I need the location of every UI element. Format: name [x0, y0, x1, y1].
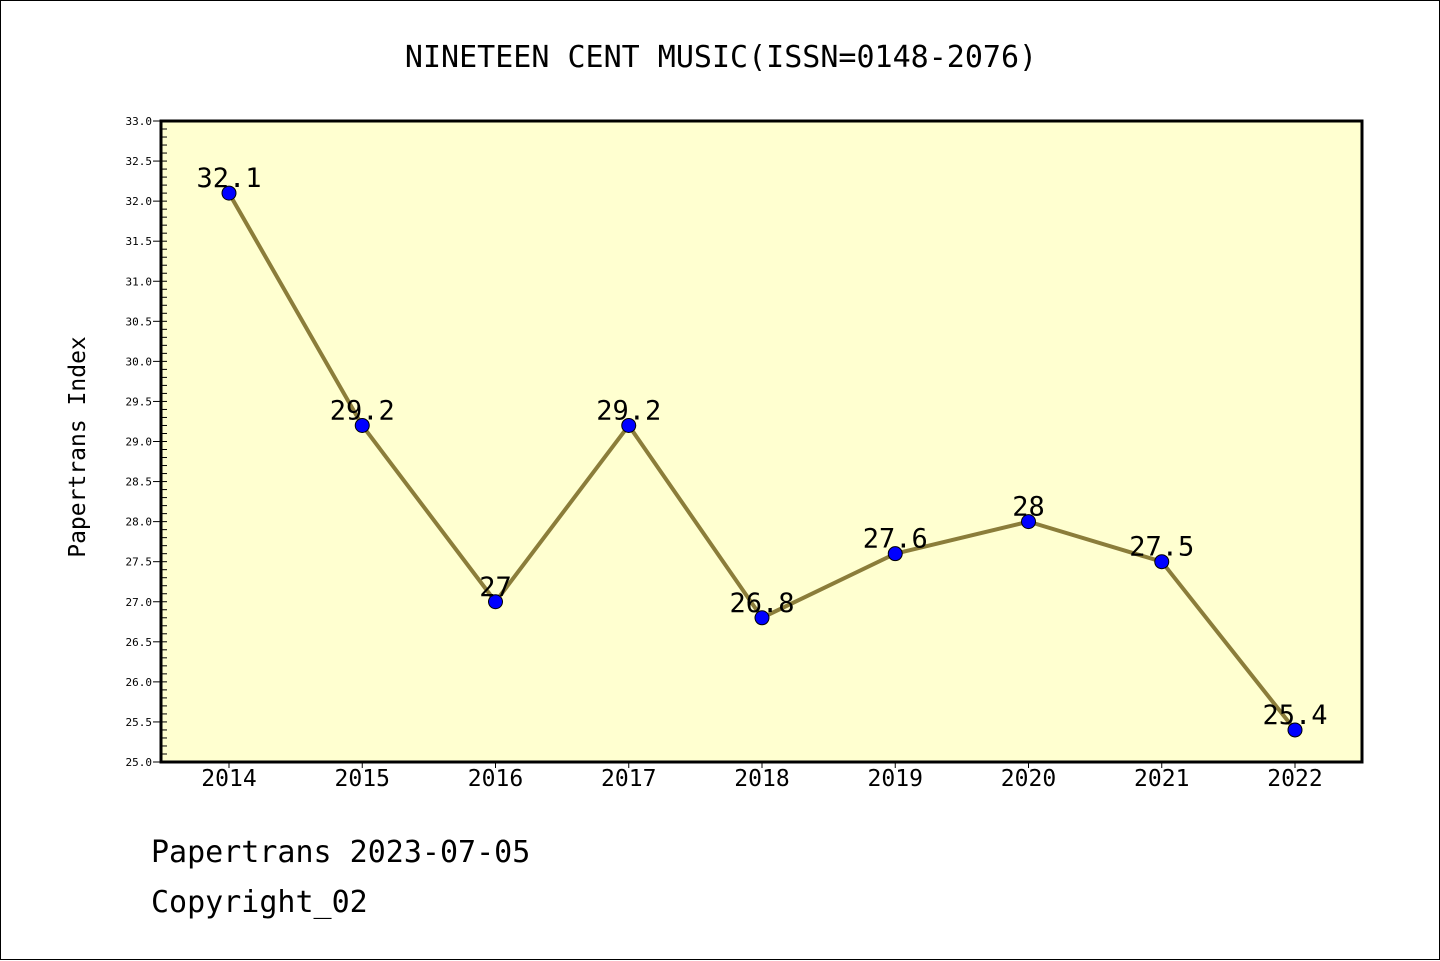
x-tick-label: 2020: [1001, 766, 1056, 792]
y-tick-label: 30.0: [126, 355, 153, 368]
footer-date-text: Papertrans 2023-07-05: [151, 835, 531, 870]
y-tick-label: 27.0: [126, 596, 153, 609]
x-tick-label: 2017: [601, 766, 656, 792]
y-tick-label: 25.5: [126, 716, 153, 729]
data-point: [1021, 514, 1036, 530]
x-tick-label: 2016: [468, 766, 523, 792]
x-tick-label: 2014: [201, 766, 256, 792]
y-tick-label: 29.5: [126, 395, 153, 408]
x-tick-label: 2019: [868, 766, 923, 792]
x-axis: 2014 2015 2016 2017 2018 2019 2020 2021 2022: [201, 762, 1323, 792]
data-point: [754, 610, 770, 626]
y-tick-label: 32.0: [126, 195, 153, 208]
data-label: 27.6: [863, 524, 928, 555]
data-point: [488, 594, 503, 610]
y-tick-label: 31.5: [126, 235, 153, 248]
data-point: [221, 185, 237, 201]
y-tick-label: 28.5: [126, 476, 153, 489]
y-tick-label: 26.0: [126, 676, 153, 689]
data-point: [887, 546, 903, 562]
y-tick-label: 32.5: [126, 155, 153, 168]
plot-area: [159, 119, 1364, 764]
y-tick-label: 27.5: [126, 556, 153, 569]
data-point: [621, 417, 637, 433]
y-axis-label: Papertrans Index: [65, 336, 91, 558]
y-tick-label: 33.0: [126, 115, 153, 128]
data-label: 32.1: [196, 163, 261, 194]
y-tick-label: 28.0: [126, 516, 153, 529]
chart-title: NINETEEN CENT MUSIC(ISSN=0148-2076): [405, 40, 1037, 75]
footer-copyright-text: Copyright_02: [151, 885, 368, 920]
data-label: 28: [1012, 492, 1045, 523]
y-tick-label: 30.5: [126, 315, 153, 328]
y-tick-label: 31.0: [126, 275, 153, 288]
data-label: 27.5: [1129, 532, 1194, 563]
x-tick-label: 2021: [1134, 766, 1189, 792]
data-point: [354, 417, 370, 433]
data-label: 25.4: [1262, 700, 1327, 731]
data-label: 29.2: [596, 395, 661, 426]
data-label: 27: [479, 572, 512, 603]
data-label: 29.2: [330, 395, 395, 426]
x-tick-label: 2015: [335, 766, 390, 792]
data-point: [1154, 554, 1170, 570]
y-tick-label: 26.5: [126, 636, 153, 649]
x-tick-label: 2022: [1267, 766, 1322, 792]
y-tick-label: 29.0: [126, 436, 153, 449]
data-label: 26.8: [729, 588, 794, 619]
y-tick-label: 25.0: [126, 756, 153, 769]
data-point: [1287, 722, 1303, 738]
y-axis: 25.0 25.5 26.0 26.5 27.0 27.5 28.0 28.5 29.0 29.5…: [126, 115, 167, 769]
series-group: 32.1 29.2 27 29.2 26.8 27.6 28 27.5 25.4: [196, 163, 1328, 738]
x-tick-label: 2018: [734, 766, 789, 792]
